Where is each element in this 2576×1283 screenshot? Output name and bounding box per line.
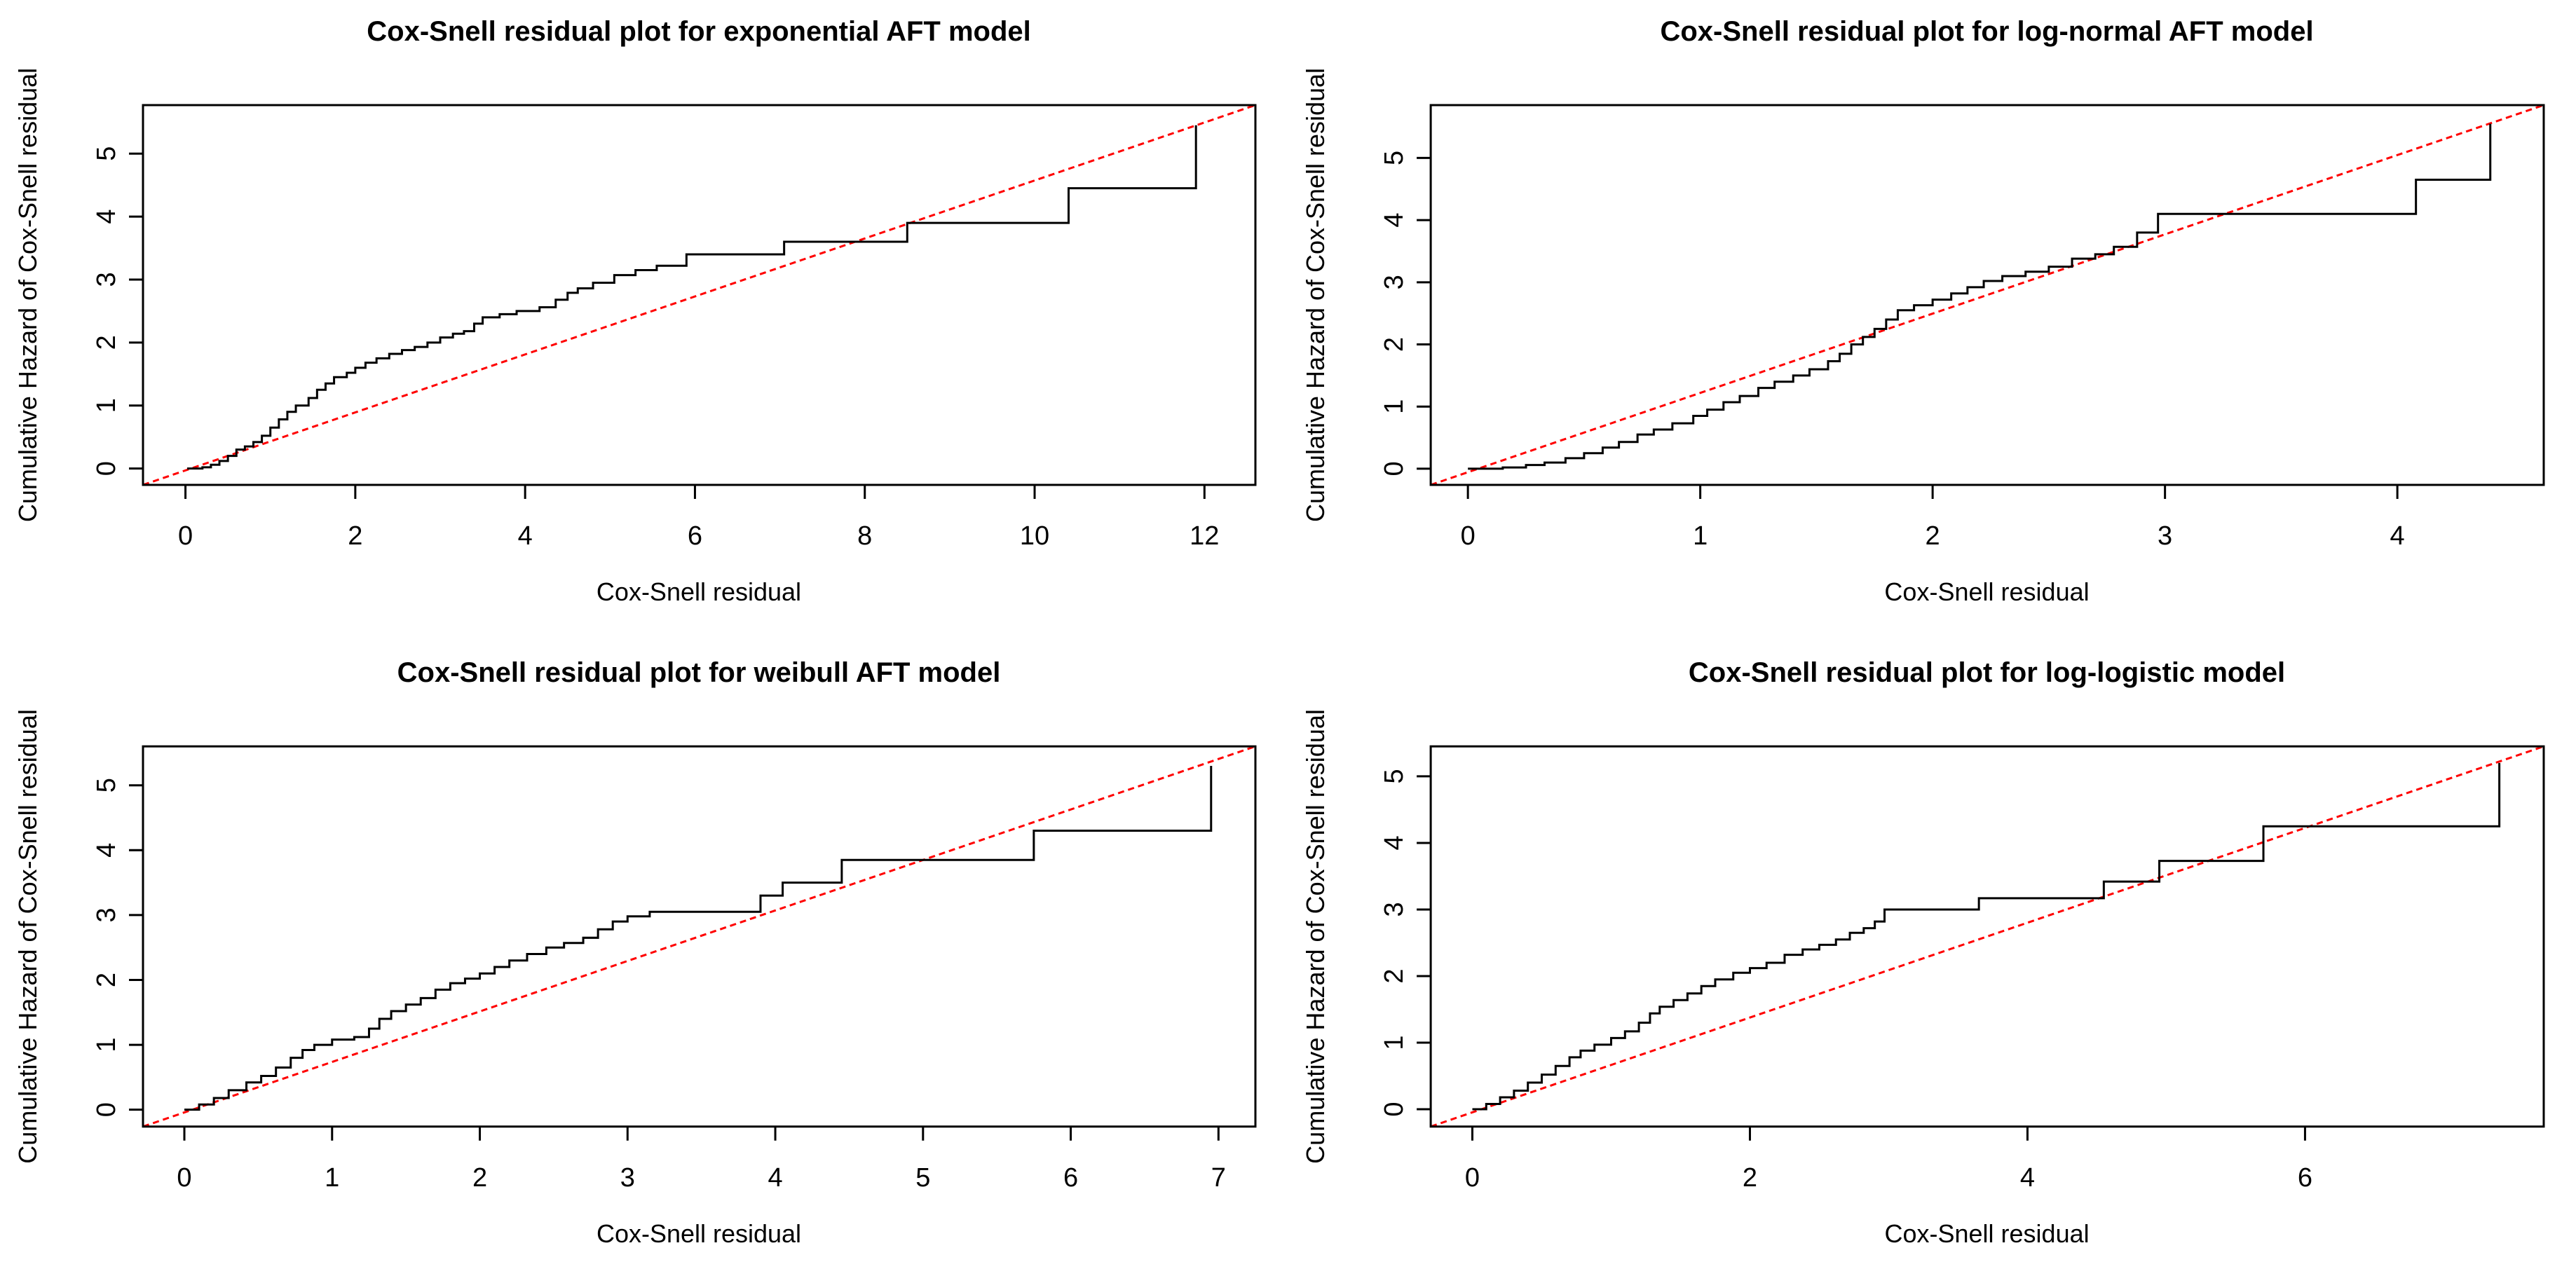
x-axis-label: Cox-Snell residual	[1884, 577, 2089, 606]
y-tick-label: 1	[92, 398, 121, 413]
y-tick-label: 2	[92, 973, 121, 987]
reference-line	[1430, 745, 2544, 1128]
y-tick-label: 5	[1379, 151, 1409, 165]
x-tick-label: 6	[1063, 1163, 1078, 1193]
x-tick-label: 2	[348, 521, 362, 551]
panel-exponential-aft: 5 4 3 2 1 0 12 10 8 6 4 2 0 Cox-Snell residual plot …	[0, 0, 1288, 641]
y-tick-label: 3	[1379, 902, 1409, 917]
x-tick-label: 8	[857, 521, 872, 551]
y-tick-label: 5	[92, 778, 121, 793]
panel-weibull-aft: 5 4 3 2 1 0 7 6 5 4 3 2 1 0 Cox-Snell residual plot f…	[0, 641, 1288, 1283]
y-tick-label: 0	[92, 461, 121, 476]
x-tick-label: 1	[1693, 521, 1708, 551]
y-tick-label: 5	[1379, 769, 1409, 783]
x-tick-label: 0	[1461, 521, 1476, 551]
reference-line	[142, 104, 1256, 486]
plot-box	[142, 745, 1257, 1128]
y-tick-label: 4	[92, 843, 121, 858]
x-tick-label: 4	[2390, 521, 2405, 551]
plot-title: Cox-Snell residual plot for weibull AFT …	[397, 657, 1001, 688]
plot-title: Cox-Snell residual plot for exponential …	[367, 16, 1031, 47]
x-tick-label: 6	[688, 521, 702, 551]
panel-log-normal-aft: 5 4 3 2 1 0 4 3 2 1 0 Cox-Snell residual plot for …	[1288, 0, 2576, 641]
cox-snell-plot-weibull: 5 4 3 2 1 0 7 6 5 4 3 2 1 0 Cox-Snell residual plot f…	[13, 657, 1257, 1248]
plot-title: Cox-Snell residual plot for log-logistic…	[1689, 657, 2285, 688]
x-tick-label: 0	[177, 1163, 191, 1193]
plot-box	[142, 104, 1257, 486]
x-tick-label: 5	[915, 1163, 930, 1193]
x-tick-label: 2	[472, 1163, 487, 1193]
y-tick-label: 5	[92, 146, 121, 161]
x-tick-label: 2	[1926, 521, 1940, 551]
y-tick-label: 3	[1379, 275, 1409, 289]
y-tick-label: 2	[1379, 968, 1409, 983]
x-tick-label: 0	[178, 521, 193, 551]
y-tick-label: 1	[1379, 399, 1409, 414]
y-tick-label: 3	[92, 272, 121, 287]
cumulative-hazard-curve	[184, 765, 1213, 1111]
y-tick-label: 0	[1379, 1102, 1409, 1116]
panel-log-logistic: 5 4 3 2 1 0 6 4 2 0 Cox-Snell residual plot for l…	[1288, 641, 2576, 1283]
y-axis-label: Cumulative Hazard of Cox-Snell residual	[1301, 68, 1330, 522]
y-tick-label: 1	[92, 1038, 121, 1052]
plot-box	[1429, 104, 2545, 486]
y-tick-label: 2	[92, 335, 121, 350]
y-tick-label: 4	[1379, 835, 1409, 850]
cumulative-hazard-curve	[1472, 762, 2501, 1111]
y-axis-label: Cumulative Hazard of Cox-Snell residual	[1301, 709, 1330, 1164]
y-tick-label: 2	[1379, 337, 1409, 352]
y-tick-label: 0	[1379, 461, 1409, 476]
x-tick-label: 3	[620, 1163, 635, 1193]
x-tick-label: 1	[325, 1163, 339, 1193]
x-tick-label: 0	[1465, 1163, 1480, 1193]
x-tick-label: 4	[768, 1163, 782, 1193]
x-tick-label: 4	[518, 521, 533, 551]
y-tick-label: 0	[92, 1102, 121, 1117]
x-axis-label: Cox-Snell residual	[1884, 1219, 2089, 1248]
y-tick-label: 1	[1379, 1035, 1409, 1050]
y-axis-label: Cumulative Hazard of Cox-Snell residual	[13, 68, 42, 522]
y-axis-label: Cumulative Hazard of Cox-Snell residual	[13, 709, 42, 1164]
cumulative-hazard-curve	[1468, 123, 2492, 470]
cox-snell-plot-log-logistic: 5 4 3 2 1 0 6 4 2 0 Cox-Snell residual plot for l…	[1301, 657, 2545, 1248]
reference-line	[142, 745, 1256, 1128]
x-tick-label: 6	[2298, 1163, 2312, 1193]
x-tick-label: 10	[1020, 521, 1049, 551]
y-tick-label: 3	[92, 907, 121, 922]
x-tick-label: 4	[2020, 1163, 2035, 1193]
x-axis-label: Cox-Snell residual	[597, 577, 801, 606]
reference-line	[1430, 104, 2544, 486]
x-axis-label: Cox-Snell residual	[597, 1219, 801, 1248]
x-tick-label: 2	[1743, 1163, 1757, 1193]
x-tick-label: 12	[1190, 521, 1219, 551]
cumulative-hazard-curve	[186, 125, 1197, 470]
y-tick-label: 4	[92, 210, 121, 224]
plot-box	[1429, 745, 2545, 1128]
plot-title: Cox-Snell residual plot for log-normal A…	[1660, 16, 2313, 47]
x-tick-label: 7	[1211, 1163, 1226, 1193]
x-tick-label: 3	[2158, 521, 2172, 551]
y-tick-label: 4	[1379, 213, 1409, 228]
cox-snell-plot-log-normal: 5 4 3 2 1 0 4 3 2 1 0 Cox-Snell residual plot for …	[1301, 16, 2545, 606]
